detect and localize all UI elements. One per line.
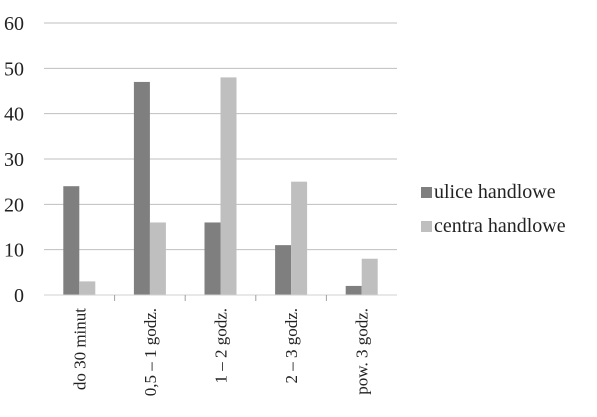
x-axis-category-labels: do 30 minut 0,5 – 1 godz. 1 – 2 godz. 2 – 3… xyxy=(70,308,371,397)
x-tick-label: 2 – 3 godz. xyxy=(282,308,301,384)
legend: ulice handlowe centra handlowe xyxy=(421,181,566,237)
bar xyxy=(220,77,237,296)
y-tick-label: 0 xyxy=(14,285,24,307)
legend-label: ulice handlowe xyxy=(434,181,556,203)
legend-label: centra handlowe xyxy=(434,215,566,237)
y-tick-label: 20 xyxy=(4,194,24,216)
bar xyxy=(63,186,80,295)
bar xyxy=(275,245,292,295)
y-axis-tick-labels: 0 10 20 30 40 50 60 xyxy=(4,13,24,307)
x-tick-label: 1 – 2 godz. xyxy=(212,308,231,384)
bar xyxy=(133,81,150,295)
bar xyxy=(291,181,308,295)
bar xyxy=(149,222,166,295)
bar xyxy=(204,222,221,295)
x-axis xyxy=(44,294,397,301)
bar xyxy=(345,285,362,295)
y-tick-label: 50 xyxy=(4,58,24,80)
x-tick-label: 0,5 – 1 godz. xyxy=(141,308,160,396)
bar xyxy=(361,258,378,295)
legend-swatch xyxy=(421,187,432,198)
y-tick-label: 60 xyxy=(4,13,24,35)
y-tick-label: 10 xyxy=(4,240,24,262)
bar xyxy=(79,281,96,295)
y-tick-label: 30 xyxy=(4,149,24,171)
x-tick-label: do 30 minut xyxy=(70,308,89,390)
bars xyxy=(63,77,378,296)
x-tick-label: pow. 3 godz. xyxy=(353,308,372,395)
y-tick-label: 40 xyxy=(4,104,24,126)
legend-swatch xyxy=(421,221,432,232)
